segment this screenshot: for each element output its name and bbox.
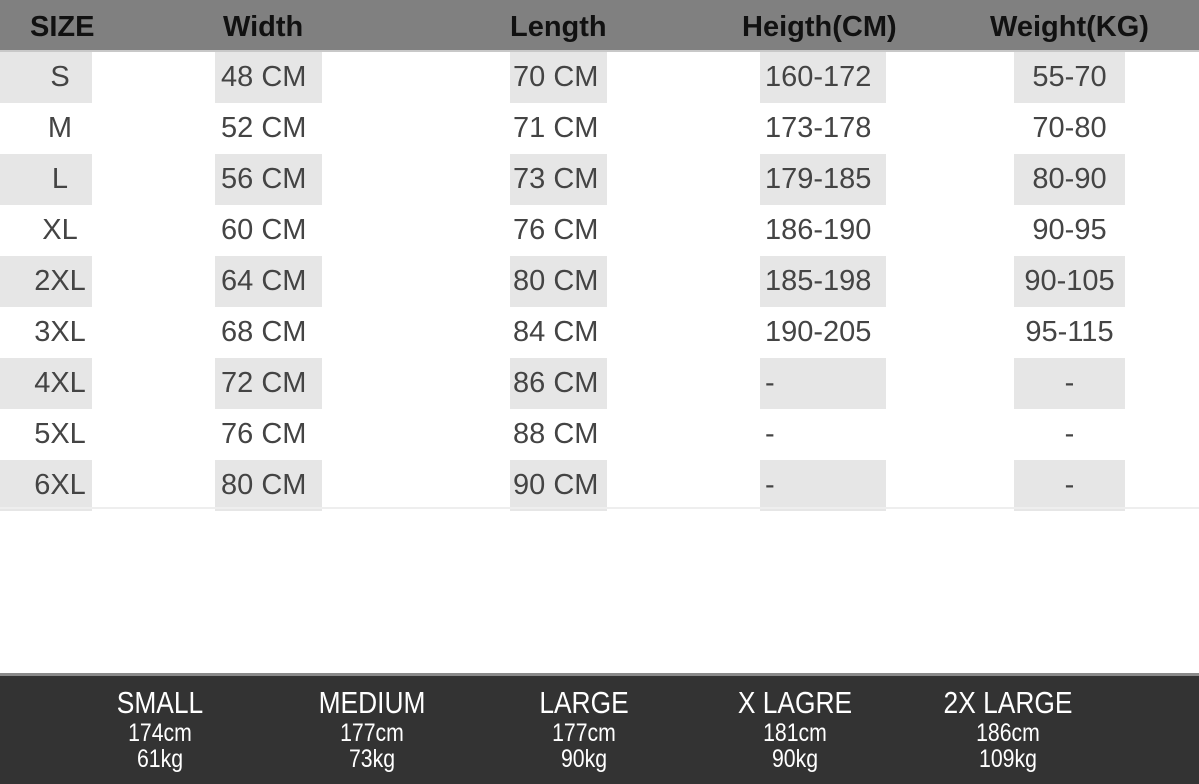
height-cell: 160-172 [760,52,886,103]
table-row: 2XL 64 CM 80 CM 185-198 90-105 [0,256,1199,307]
table-row: 3XL 68 CM 84 CM 190-205 95-115 [0,307,1199,358]
size-cell: 5XL [34,418,86,450]
weight-cell: - [1064,418,1075,450]
model-size-item: LARGE 177cm 90kg [484,685,684,773]
width-cell: 80 CM [215,460,322,511]
table-row: 5XL 76 CM 88 CM - - [0,409,1199,460]
width-cell: 64 CM [215,256,322,307]
model-weight: 61kg [136,745,184,773]
model-height: 186cm [976,719,1040,747]
model-label: SMALL [116,685,204,720]
model-size-item: 2X LARGE 186cm 109kg [908,685,1108,773]
model-label: 2X LARGE [943,685,1073,720]
weight-cell: 70-80 [1032,112,1107,144]
size-cell: M [47,112,73,144]
model-label: X LAGRE [737,685,853,720]
length-cell: 73 CM [510,154,607,205]
size-cell: 2XL [0,256,92,307]
weight-cell: 90-105 [1014,256,1125,307]
header-width: Width [223,11,304,43]
table-row: 6XL 80 CM 90 CM - - [0,460,1199,511]
size-cell: 4XL [0,358,92,409]
width-cell: 56 CM [215,154,322,205]
header-size: SIZE [30,11,95,43]
size-cell: 3XL [34,316,86,348]
length-cell: 84 CM [513,316,599,348]
weight-cell: 90-95 [1032,214,1107,246]
table-row: XL 60 CM 76 CM 186-190 90-95 [0,205,1199,256]
table-row: M 52 CM 71 CM 173-178 70-80 [0,103,1199,154]
model-label: LARGE [539,685,629,720]
model-height: 177cm [340,719,404,747]
weight-cell: 55-70 [1014,52,1125,103]
size-cell: L [0,154,92,205]
length-cell: 90 CM [510,460,607,511]
model-size-item: MEDIUM 177cm 73kg [272,685,472,773]
height-cell: 185-198 [760,256,886,307]
width-cell: 48 CM [215,52,322,103]
weight-cell: 80-90 [1014,154,1125,205]
height-cell: 179-185 [760,154,886,205]
width-cell: 60 CM [221,214,307,246]
height-cell: - [760,358,886,409]
height-cell: - [765,418,775,450]
width-cell: 76 CM [221,418,307,450]
model-reference-bar: SMALL 174cm 61kg MEDIUM 177cm 73kg LARGE 177cm 9… [0,673,1199,784]
divider [0,507,1199,509]
height-cell: 186-190 [765,214,872,246]
table-row: L 56 CM 73 CM 179-185 80-90 [0,154,1199,205]
size-cell: XL [42,214,78,246]
header-height: Heigth(CM) [742,11,897,43]
length-cell: 71 CM [513,112,599,144]
model-size-item: SMALL 174cm 61kg [60,685,260,773]
weight-cell: - [1014,460,1125,511]
model-weight: 109kg [979,745,1037,773]
model-weight: 90kg [771,745,819,773]
width-cell: 68 CM [221,316,307,348]
header-weight: Weight(KG) [990,11,1149,43]
table-header: SIZE Width Length Heigth(CM) Weight(KG) [0,0,1199,52]
height-cell: - [760,460,886,511]
height-cell: 173-178 [765,112,872,144]
table-row: 4XL 72 CM 86 CM - - [0,358,1199,409]
height-cell: 190-205 [765,316,872,348]
model-size-item: X LAGRE 181cm 90kg [695,685,895,773]
weight-cell: 95-115 [1025,316,1114,348]
length-cell: 76 CM [513,214,599,246]
model-weight: 73kg [348,745,396,773]
length-cell: 80 CM [510,256,607,307]
model-height: 177cm [552,719,616,747]
size-cell: S [0,52,92,103]
model-height: 181cm [763,719,827,747]
header-length: Length [510,11,607,43]
width-cell: 72 CM [215,358,322,409]
length-cell: 86 CM [510,358,607,409]
size-cell: 6XL [0,460,92,511]
model-label: MEDIUM [318,685,426,720]
table-row: S 48 CM 70 CM 160-172 55-70 [0,52,1199,103]
length-cell: 70 CM [510,52,607,103]
model-height: 174cm [128,719,192,747]
length-cell: 88 CM [513,418,599,450]
model-weight: 90kg [560,745,608,773]
width-cell: 52 CM [221,112,307,144]
weight-cell: - [1014,358,1125,409]
